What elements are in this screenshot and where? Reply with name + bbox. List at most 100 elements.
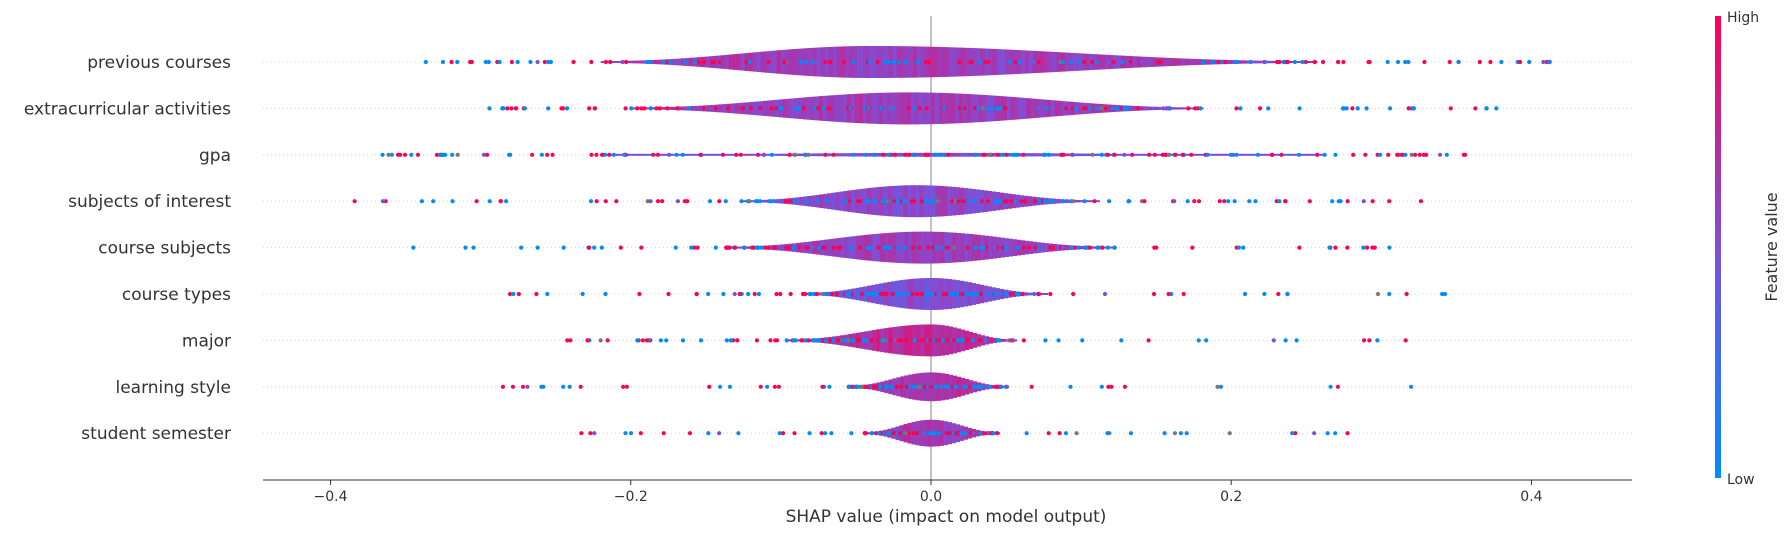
x-axis-title: SHAP value (impact on model output) (786, 507, 1107, 527)
violin-slice (1292, 153, 1298, 156)
shap-point (897, 431, 903, 436)
shap-point (1099, 384, 1104, 389)
shap-point (1350, 106, 1355, 111)
violin-slice (948, 47, 954, 77)
shap-point (1036, 291, 1041, 297)
shap-point (977, 338, 982, 343)
violin-slice (936, 46, 942, 78)
violin-slice (831, 192, 836, 210)
shap-point (825, 291, 830, 297)
violin-slice (1116, 153, 1122, 156)
shap-point (571, 59, 576, 65)
violin-slice (1064, 244, 1069, 251)
violin-slice (1150, 106, 1156, 111)
shap-point (702, 59, 707, 65)
shap-point (946, 152, 951, 157)
shap-point (1105, 152, 1111, 157)
shap-point (927, 199, 932, 204)
shap-point (1223, 59, 1228, 65)
violin-slice (656, 59, 662, 65)
shap-point (763, 245, 768, 250)
shap-point (860, 291, 865, 297)
shap-point (674, 152, 679, 157)
shap-point (1403, 59, 1408, 65)
shap-point (1418, 199, 1424, 204)
shap-point (803, 291, 808, 297)
violin-slice (632, 153, 638, 156)
shap-point (1032, 291, 1037, 297)
violin-slice (1050, 100, 1056, 117)
shap-point (1378, 152, 1383, 157)
shap-point (827, 384, 832, 389)
violin-slice (835, 192, 840, 211)
shap-point (759, 245, 764, 250)
shap-point (1071, 291, 1076, 297)
shap-point (1014, 291, 1019, 297)
shap-point (1033, 245, 1038, 250)
shap-point (1087, 106, 1092, 111)
violin-slice (1288, 153, 1294, 156)
violin-slice (1196, 153, 1202, 156)
shap-point (805, 199, 810, 204)
shap-point (1048, 291, 1053, 297)
shap-point (1253, 199, 1258, 204)
violin-slice (1252, 60, 1258, 64)
violin-slice (1244, 60, 1250, 64)
violin-slice (1004, 339, 1009, 342)
shap-point (1234, 106, 1239, 111)
shap-point (1180, 152, 1185, 157)
shap-point (1345, 199, 1350, 204)
shap-point (1257, 106, 1263, 111)
violin-slice (1000, 49, 1006, 75)
feature-value-colorbar: High Low Feature value (1715, 10, 1781, 488)
shap-point (943, 291, 948, 297)
violin-slice (676, 153, 682, 156)
shap-point (1255, 152, 1261, 157)
violin-slice (1152, 57, 1158, 67)
shap-point (855, 199, 861, 204)
violin-slice (1108, 153, 1114, 156)
shap-point (1110, 106, 1115, 111)
violin-slice (811, 195, 816, 207)
shap-point (1297, 245, 1302, 250)
shap-point (1074, 431, 1079, 436)
shap-point (1422, 59, 1427, 65)
feature-points (411, 245, 1392, 250)
shap-point (981, 245, 986, 250)
violin-slice (772, 153, 778, 156)
shap-point (1017, 59, 1022, 65)
violin-slice (724, 54, 730, 70)
shap-point (565, 338, 570, 343)
violin-slice (736, 246, 741, 249)
violin-slice (1058, 100, 1064, 116)
shap-point (841, 338, 846, 343)
violin-slice (1010, 96, 1016, 120)
shap-point (998, 106, 1003, 111)
violin-slice (944, 47, 950, 77)
shap-point (1119, 106, 1124, 111)
shap-point (974, 245, 979, 250)
shap-point (1290, 431, 1295, 436)
shap-point (750, 245, 755, 250)
shap-point (746, 291, 751, 297)
violin-slice (1300, 153, 1306, 156)
shap-point (917, 384, 922, 389)
shap-point (1285, 291, 1290, 297)
shap-point (894, 384, 899, 389)
shap-point (923, 59, 928, 65)
shap-point (957, 59, 962, 65)
violin-slice (819, 194, 824, 209)
shap-point (1351, 152, 1356, 157)
shap-point (831, 152, 836, 157)
violin-slice (992, 153, 998, 157)
violin-slice (860, 46, 866, 78)
shap-point (1015, 245, 1021, 250)
shap-point (673, 245, 678, 250)
shap-point (792, 152, 798, 157)
shap-point (754, 338, 759, 343)
violin-slice (830, 95, 836, 122)
shap-point (1128, 431, 1134, 436)
shap-point (1409, 152, 1414, 157)
violin-slice (934, 92, 940, 125)
violin-slice (716, 153, 722, 156)
